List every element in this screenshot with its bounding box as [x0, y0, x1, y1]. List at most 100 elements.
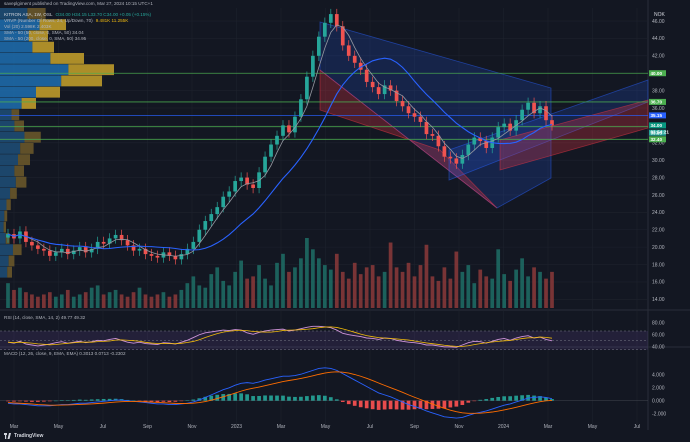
macd-legend[interactable]: MACD (12, 26, close, 9, EMA, EMA) 0.3013… [4, 351, 126, 356]
volume-bar [472, 283, 477, 308]
volume-bar [322, 265, 327, 308]
volume-bar [42, 294, 46, 308]
volume-bar [143, 294, 148, 308]
macd-histogram-bar [209, 395, 214, 401]
time-axis-label: Jul [100, 424, 106, 430]
volume-bar [484, 276, 489, 308]
macd-histogram-bar [430, 400, 435, 409]
candle-body [526, 102, 530, 110]
ascending-channel-red [499, 99, 649, 171]
candle-body [322, 22, 327, 37]
time-axis-label: Nov [188, 424, 197, 430]
candle-body [167, 252, 172, 256]
legend-symbol-name[interactable]: KITRON ASA, 1W, OSL [4, 12, 53, 17]
macd-histogram-bar [59, 400, 64, 401]
macd-histogram-bar [77, 399, 82, 401]
volume-bar [155, 294, 160, 308]
legend-sma200[interactable]: SMA - 50 (200, close, 0, SMA, 50) 34.95 [4, 36, 87, 41]
volume-bar [460, 271, 465, 308]
volume-bar [526, 276, 530, 308]
volume-bar [59, 294, 64, 308]
macd-histogram-bar [322, 395, 327, 401]
currency-label[interactable]: NOK [654, 12, 665, 18]
volume-bar [442, 267, 447, 308]
volume-bar [173, 294, 178, 308]
volume-bar [185, 283, 190, 308]
candle-body [155, 255, 160, 258]
candle-body [520, 109, 524, 121]
macd-histogram-bar [472, 400, 477, 402]
macd-tick-label: -2.000 [652, 411, 666, 417]
macd-histogram-bar [203, 396, 208, 401]
volume-bar [466, 265, 471, 308]
legend-sma50[interactable]: SMA - 50 (50, close, 0, SMA, 50) 34.04 [4, 30, 84, 35]
volume-profile-down-bar [18, 154, 30, 166]
macd-histogram-bar [239, 393, 243, 401]
legend-vrvp-label[interactable]: VRVP (Number Of Rows, 24, Up/Down, 70) [4, 18, 93, 23]
time-axis-label: 2023 [231, 424, 242, 430]
tradingview-logo-text: TradingView [14, 433, 44, 439]
volume-profile-up-bar [0, 131, 25, 143]
price-tick-label: 20.00 [652, 245, 665, 251]
macd-histogram-bar [520, 395, 524, 401]
volume-profile-up-bar [0, 109, 12, 121]
macd-histogram-bar [53, 400, 58, 402]
rsi-tick-label: 80.00 [652, 320, 665, 326]
volume-profile-up-bar [0, 19, 40, 31]
candle-body [119, 234, 124, 241]
candle-body [334, 14, 339, 27]
volume-profile-down-bar [4, 210, 8, 222]
price-tick-label: 16.00 [652, 280, 665, 286]
candle-body [502, 123, 507, 128]
macd-histogram-bar [197, 398, 202, 401]
volume-profile-down-bar [15, 176, 27, 188]
volume-profile-down-bar [50, 53, 84, 64]
volume-bar [514, 269, 518, 308]
candle-body [532, 102, 536, 114]
volume-bar [430, 276, 435, 308]
level-price-tag-text: 34.00 [651, 123, 663, 128]
candle-body [424, 121, 429, 135]
legend-vrvp: VRVP (Number Of Rows, 24, Up/Down, 70) 9.… [4, 18, 131, 24]
candle-body [185, 248, 190, 255]
macd-histogram-bar [514, 395, 518, 401]
volume-bar [179, 289, 184, 308]
macd-histogram-bar [24, 400, 28, 402]
volume-profile-up-bar [0, 210, 5, 222]
candle-body [42, 248, 46, 251]
grid [0, 8, 648, 426]
macd-histogram-bar [221, 394, 226, 401]
candle-body [30, 241, 34, 246]
macd-histogram-bar [47, 400, 52, 402]
macd-histogram-bar [257, 395, 261, 401]
level-price-tag [649, 122, 666, 129]
volume-bar [149, 296, 154, 308]
volume-bar [496, 249, 501, 308]
volume-profile-down-bar [3, 221, 6, 233]
volume-profile-up-bar [0, 255, 9, 267]
legend-volume[interactable]: Vol (20) 2.598K 2.403K [4, 24, 52, 29]
candle-body [59, 248, 64, 253]
macd-line [7, 367, 553, 419]
volume-bar [448, 278, 453, 308]
volume-profile-up-bar [0, 8, 28, 19]
volume-profile-up-bar [0, 41, 33, 53]
volume-profile-up-bar [0, 188, 11, 199]
candle-body [442, 146, 447, 157]
volume-bar [502, 274, 507, 308]
volume-profile-up-bar [0, 221, 4, 233]
candle-body [215, 207, 220, 215]
volume-bar [36, 296, 40, 308]
time-axis-label: May [54, 424, 64, 430]
candle-body [382, 85, 387, 95]
volume-profile-down-bar [12, 244, 22, 256]
macd-histogram-bar [83, 399, 88, 401]
volume-profile-up-bar [0, 53, 51, 64]
candle-body [448, 156, 453, 159]
macd-histogram-bar [137, 400, 142, 402]
price-tick-label: 28.00 [652, 175, 665, 181]
candle-body [430, 134, 435, 136]
candle-body [101, 241, 106, 244]
rsi-legend[interactable]: RSI (14, close, SMA, 14, 2) 49.77 49.32 [4, 315, 86, 320]
